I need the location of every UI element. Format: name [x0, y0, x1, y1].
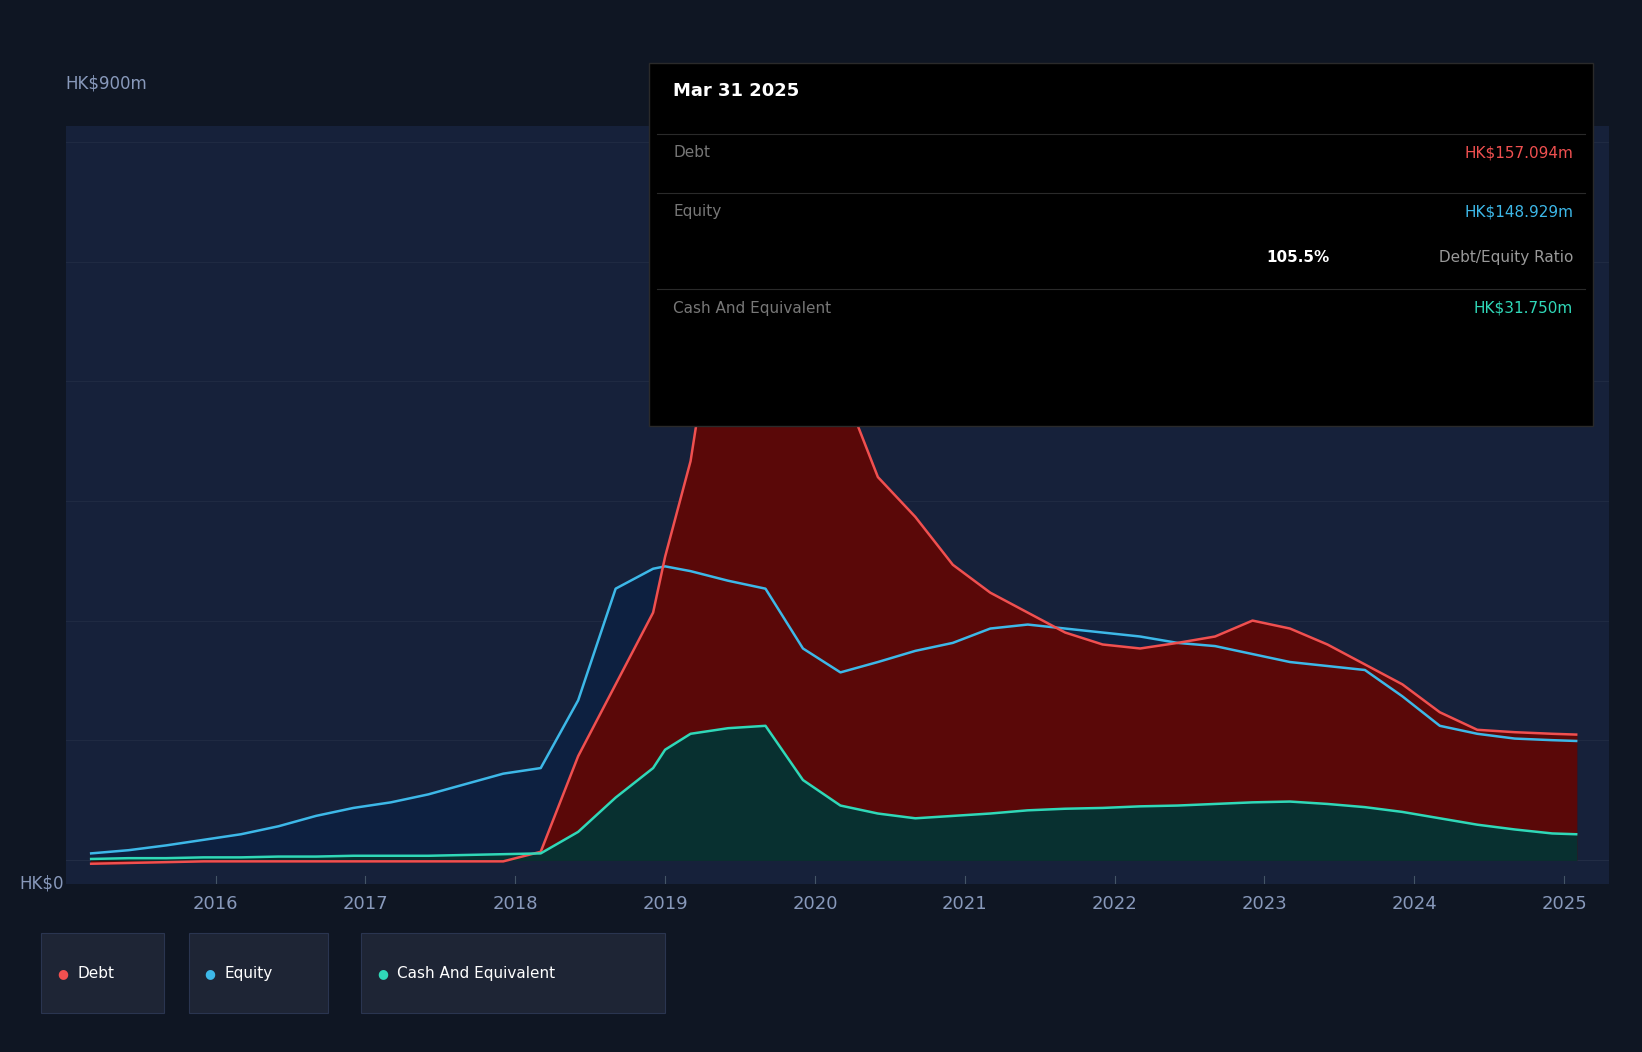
Text: Debt: Debt: [673, 145, 711, 160]
Text: HK$900m: HK$900m: [66, 74, 148, 93]
Text: Debt/Equity Ratio: Debt/Equity Ratio: [1433, 250, 1573, 265]
Text: HK$0: HK$0: [20, 874, 64, 893]
Text: Equity: Equity: [673, 204, 721, 219]
Text: Debt: Debt: [77, 966, 115, 980]
Text: ●: ●: [57, 967, 67, 979]
Text: ●: ●: [378, 967, 388, 979]
Text: Equity: Equity: [225, 966, 273, 980]
Text: ●: ●: [205, 967, 215, 979]
Text: Cash And Equivalent: Cash And Equivalent: [673, 301, 831, 316]
Text: HK$31.750m: HK$31.750m: [1475, 301, 1573, 316]
Text: 105.5%: 105.5%: [1266, 250, 1330, 265]
Text: HK$157.094m: HK$157.094m: [1465, 145, 1573, 160]
Text: HK$148.929m: HK$148.929m: [1465, 204, 1573, 219]
Text: Cash And Equivalent: Cash And Equivalent: [397, 966, 555, 980]
Text: Mar 31 2025: Mar 31 2025: [673, 82, 800, 100]
